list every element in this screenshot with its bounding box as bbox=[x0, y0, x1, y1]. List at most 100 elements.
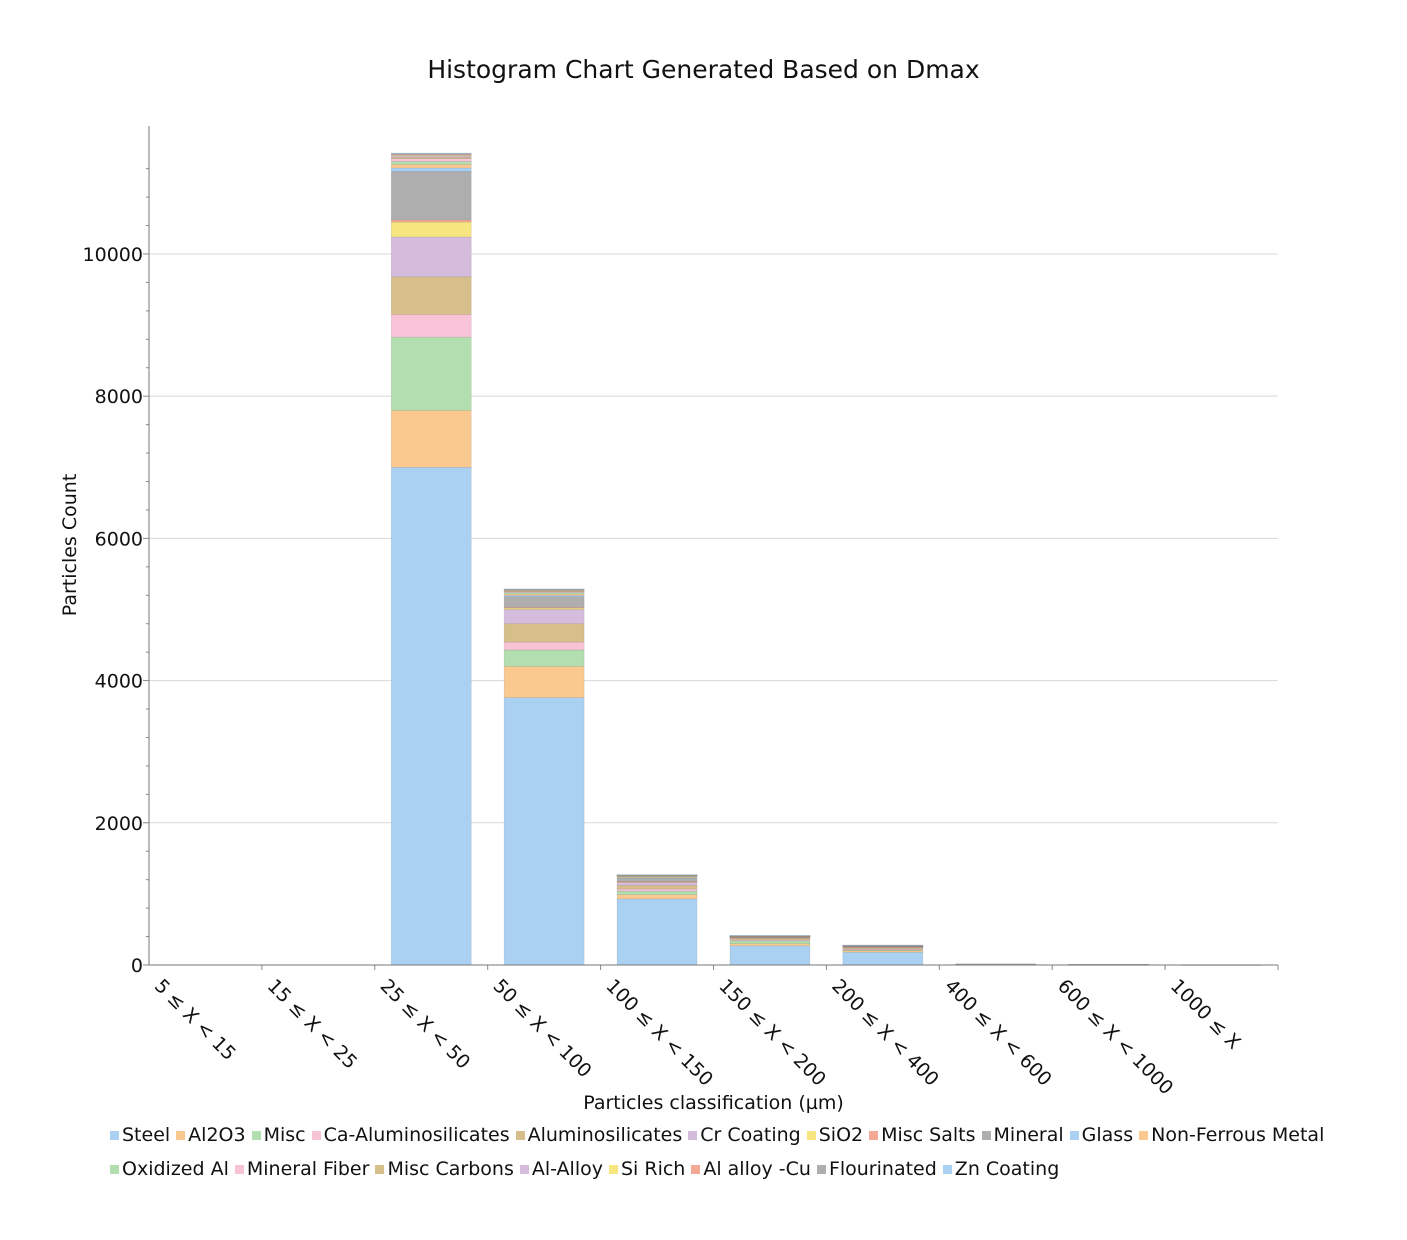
legend-item: Al-Alloy bbox=[519, 1158, 603, 1180]
gridlines bbox=[149, 253, 1278, 824]
y-tick-label: 4000 bbox=[95, 671, 143, 693]
legend-item: SiO2 bbox=[806, 1124, 864, 1146]
bar-segment bbox=[503, 641, 585, 651]
legend-swatch bbox=[806, 1130, 816, 1140]
x-tick-label: 600 ≤ X < 1000 bbox=[1053, 975, 1177, 1099]
x-tick-label: 400 ≤ X < 600 bbox=[940, 975, 1056, 1091]
legend-label: Aluminosilicates bbox=[527, 1124, 683, 1146]
legend-item: Flourinated bbox=[816, 1158, 937, 1180]
bar-segment bbox=[390, 314, 472, 338]
bar-segment bbox=[729, 945, 811, 966]
axes bbox=[143, 126, 1279, 970]
legend-item: Aluminosilicates bbox=[515, 1124, 683, 1146]
y-tick-label: 8000 bbox=[95, 386, 143, 408]
bar-segment bbox=[390, 236, 472, 278]
legend-item: Misc Carbons bbox=[375, 1158, 514, 1180]
bar-segment bbox=[390, 158, 472, 162]
legend-row-1: Steel Al2O3 Misc Ca-Aluminosilicates Alumino… bbox=[110, 1118, 1330, 1152]
bar-segment bbox=[390, 221, 472, 238]
bar-segment bbox=[842, 951, 924, 966]
bar-segment bbox=[616, 878, 698, 882]
legend-label: Oxidized Al bbox=[122, 1158, 229, 1180]
legend-swatch bbox=[688, 1130, 698, 1140]
legend-swatch bbox=[234, 1164, 244, 1174]
y-tick-labels: 0 2000 4000 6000 8000 10000 bbox=[83, 244, 143, 977]
x-tick-label: 150 ≤ X < 200 bbox=[714, 975, 830, 1091]
y-tick-label: 10000 bbox=[83, 244, 143, 266]
legend-swatch bbox=[1139, 1130, 1149, 1140]
legend-item: Oxidized Al bbox=[110, 1158, 229, 1180]
bar-segment bbox=[390, 167, 472, 172]
legend-swatch bbox=[942, 1164, 952, 1174]
y-tick-label: 6000 bbox=[95, 528, 143, 550]
legend-label: SiO2 bbox=[818, 1124, 864, 1146]
legend-swatch bbox=[375, 1164, 385, 1174]
bar-segment bbox=[842, 949, 924, 952]
legend-swatch bbox=[816, 1164, 826, 1174]
legend-swatch bbox=[515, 1130, 525, 1140]
legend-label: Steel bbox=[122, 1124, 171, 1146]
legend-item: Zn Coating bbox=[942, 1158, 1060, 1180]
legend-label: Ca-Aluminosilicates bbox=[323, 1124, 510, 1146]
bar-segment bbox=[390, 219, 472, 223]
x-tick-label: 5 ≤ X < 15 bbox=[150, 975, 240, 1065]
legend-swatch bbox=[691, 1164, 701, 1174]
bar-segment bbox=[729, 940, 811, 944]
bar-segment bbox=[729, 935, 811, 937]
bar-segment bbox=[390, 171, 472, 221]
bar-segment bbox=[390, 164, 472, 169]
bar-segment bbox=[616, 877, 698, 879]
bar-segment bbox=[616, 885, 698, 890]
legend-label: Zn Coating bbox=[954, 1158, 1060, 1180]
bar-segment bbox=[503, 596, 585, 608]
bar-segment bbox=[503, 697, 585, 966]
y-tick-label: 0 bbox=[131, 955, 143, 977]
bar-segment bbox=[616, 888, 698, 892]
bar-segment bbox=[390, 276, 472, 315]
bar-segment bbox=[616, 894, 698, 900]
bar-segment bbox=[616, 882, 698, 886]
bar-segment bbox=[390, 152, 472, 155]
x-tick-label: 1000 ≤ X bbox=[1166, 975, 1245, 1054]
bar-segment bbox=[503, 591, 585, 593]
legend-label: Al2O3 bbox=[188, 1124, 246, 1146]
bar-segment bbox=[842, 944, 924, 946]
x-tick-label: 25 ≤ X < 50 bbox=[376, 975, 475, 1074]
bar-segment bbox=[390, 410, 472, 468]
legend-label: Al alloy -Cu bbox=[703, 1158, 811, 1180]
legend-label: Misc Salts bbox=[881, 1124, 976, 1146]
legend-label: Al-Alloy bbox=[531, 1158, 603, 1180]
legend-label: Misc Carbons bbox=[387, 1158, 514, 1180]
legend-label: Mineral bbox=[993, 1124, 1064, 1146]
legend-label: Si Rich bbox=[620, 1158, 686, 1180]
legend-item: Misc bbox=[251, 1124, 306, 1146]
x-axis-label: Particles classification (µm) bbox=[583, 1092, 844, 1114]
bar-segment bbox=[616, 890, 698, 895]
legend-swatch bbox=[176, 1130, 186, 1140]
bar-segment bbox=[503, 607, 585, 610]
legend-swatch bbox=[1069, 1130, 1079, 1140]
bar-segment bbox=[503, 588, 585, 590]
legend-swatch bbox=[110, 1164, 119, 1174]
x-tick-label: 100 ≤ X < 150 bbox=[602, 975, 718, 1091]
bar-segment bbox=[616, 874, 698, 876]
bars bbox=[390, 152, 1262, 966]
bar-segment bbox=[390, 466, 472, 966]
legend-label: Cr Coating bbox=[700, 1124, 801, 1146]
bar-segment bbox=[390, 161, 472, 165]
legend-label: Flourinated bbox=[828, 1158, 937, 1180]
legend: Steel Al2O3 Misc Ca-Aluminosilicates Alumino… bbox=[110, 1118, 1330, 1186]
legend-item: Al2O3 bbox=[176, 1124, 246, 1146]
legend-swatch bbox=[981, 1130, 991, 1140]
legend-item: Mineral Fiber bbox=[234, 1158, 369, 1180]
legend-item: Cr Coating bbox=[688, 1124, 801, 1146]
chart-title: Histogram Chart Generated Based on Dmax bbox=[427, 55, 980, 84]
legend-swatch bbox=[251, 1130, 261, 1140]
bar-segment bbox=[503, 623, 585, 643]
bar-segment bbox=[503, 649, 585, 667]
legend-label: Misc bbox=[263, 1124, 306, 1146]
legend-item: Mineral bbox=[981, 1124, 1064, 1146]
legend-label: Non-Ferrous Metal bbox=[1151, 1124, 1325, 1146]
x-tick-label: 50 ≤ X < 100 bbox=[489, 975, 596, 1082]
